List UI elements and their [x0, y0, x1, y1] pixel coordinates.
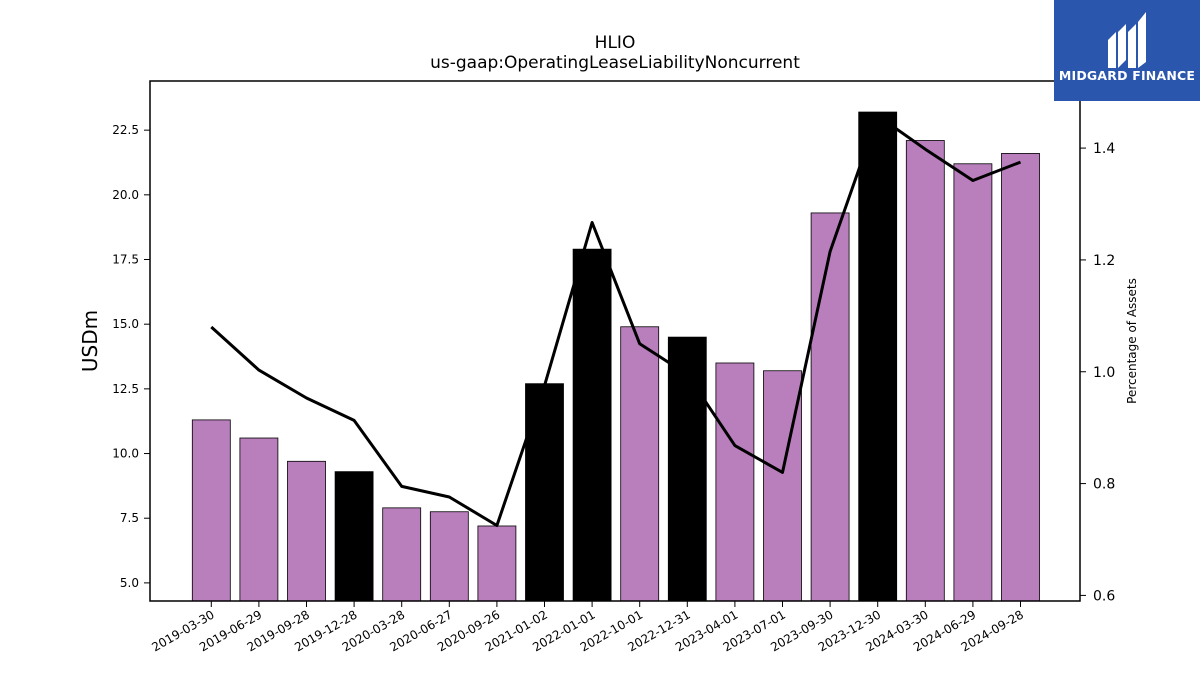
bar-2019-03-30 — [191, 419, 231, 602]
bar-2022-01-01 — [572, 248, 612, 602]
logo-text: MIDGARD FINANCE — [1058, 68, 1196, 83]
y-axis-ticks: 5.0 7.5 10.0 12.5 15.0 17.5 20.0 22.5 — [112, 123, 150, 590]
bar-2023-04-01 — [715, 362, 755, 602]
bar-2024-03-30 — [905, 140, 945, 602]
bar-2020-06-27 — [429, 511, 469, 602]
line-group — [210, 114, 1022, 527]
bar-2019-06-29 — [239, 437, 279, 602]
bar-2022-10-01 — [620, 326, 660, 602]
bars-group — [191, 111, 1040, 602]
bar-2019-12-28 — [334, 471, 374, 602]
midgard-logo-icon — [1108, 12, 1146, 68]
bar-2020-09-26 — [477, 525, 517, 602]
bar-2023-09-30 — [810, 212, 850, 602]
y2-axis-label: Percentage of Assets — [1125, 278, 1139, 404]
percentage-of-assets-line — [210, 114, 1022, 527]
bar-2021-01-02 — [525, 383, 564, 602]
bar-2019-09-28 — [287, 460, 326, 602]
bar-2024-06-29 — [953, 163, 993, 602]
y-tick-label: 7.5 — [120, 511, 139, 525]
y-tick-label: 17.5 — [112, 253, 139, 267]
y-tick-label: 5.0 — [120, 576, 139, 590]
y2-tick-label: 0.6 — [1093, 588, 1115, 604]
x-axis-ticks: 2019-03-302019-06-292019-09-282019-12-28… — [149, 601, 1026, 654]
y-tick-label: 20.0 — [112, 188, 139, 202]
bar-2024-09-28 — [1001, 153, 1040, 602]
y-axis-label: USDm — [78, 310, 102, 372]
y-tick-label: 22.5 — [112, 123, 139, 137]
bar-2022-12-31 — [667, 336, 707, 602]
chart-subtitle: us-gaap:OperatingLeaseLiabilityNoncurren… — [430, 53, 800, 73]
midgard-finance-logo: MIDGARD FINANCE — [1054, 0, 1200, 101]
y2-tick-label: 1.2 — [1093, 253, 1115, 269]
bar-2020-03-28 — [382, 507, 422, 602]
y2-tick-label: 1.0 — [1093, 365, 1115, 381]
y2-axis-ticks: 0.6 0.8 1.0 1.2 1.4 — [1080, 141, 1115, 604]
plot-frame — [149, 80, 1081, 602]
y-tick-label: 10.0 — [112, 447, 139, 461]
y2-tick-label: 1.4 — [1093, 141, 1115, 157]
bar-2023-12-30 — [858, 111, 898, 602]
y-tick-label: 15.0 — [112, 317, 139, 331]
y-tick-label: 12.5 — [112, 382, 139, 396]
y2-tick-label: 0.8 — [1093, 477, 1115, 493]
chart-title: HLIO — [595, 33, 636, 53]
